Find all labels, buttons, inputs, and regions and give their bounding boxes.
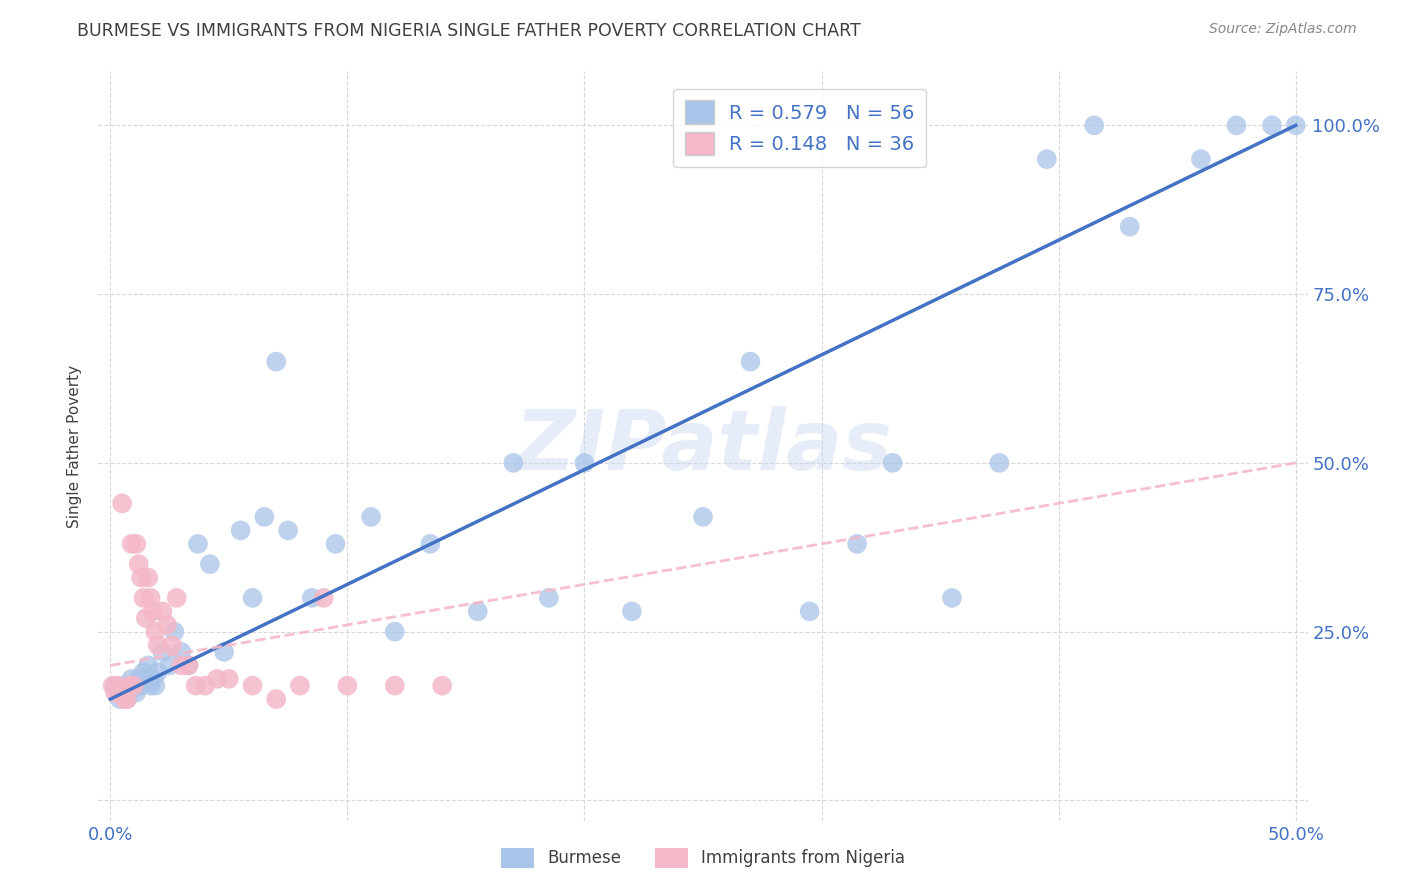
Point [312,591,335,605]
Legend: Burmese, Immigrants from Nigeria: Burmese, Immigrants from Nigeria [494,841,912,875]
Y-axis label: Single Father Poverty: Single Father Poverty [67,365,83,527]
Text: Source: ZipAtlas.com: Source: ZipAtlas.com [1209,22,1357,37]
Text: ZIPatlas: ZIPatlas [515,406,891,486]
Point [125,685,148,699]
Point [170,645,193,659]
Point [143,679,166,693]
Text: BURMESE VS IMMIGRANTS FROM NIGERIA SINGLE FATHER POVERTY CORRELATION CHART: BURMESE VS IMMIGRANTS FROM NIGERIA SINGL… [77,22,860,40]
Point [122,679,145,693]
Point [156,618,179,632]
Point [882,456,904,470]
Point [142,604,165,618]
Point [198,557,221,571]
Point [325,537,347,551]
Point [288,679,311,693]
Point [1036,152,1059,166]
Point [253,509,276,524]
Point [104,685,127,699]
Point [941,591,963,605]
Point [170,658,193,673]
Point [111,685,134,699]
Point [360,509,382,524]
Point [574,456,596,470]
Point [1225,119,1247,133]
Point [194,679,217,693]
Point [264,692,287,706]
Point [118,685,141,699]
Point [166,591,188,605]
Point [136,571,159,585]
Point [121,672,143,686]
Point [139,591,162,605]
Point [121,537,143,551]
Point [1261,119,1284,133]
Point [537,591,560,605]
Point [111,496,134,510]
Point [419,537,441,551]
Point [115,692,138,706]
Point [135,672,157,686]
Point [129,571,152,585]
Point [264,354,287,368]
Point [336,679,359,693]
Point [502,456,524,470]
Point [132,665,155,680]
Point [135,611,157,625]
Point [125,537,148,551]
Point [128,672,150,686]
Point [105,679,128,693]
Point [114,679,136,693]
Point [692,509,714,524]
Point [184,679,207,693]
Point [187,537,209,551]
Point [108,692,131,706]
Point [218,672,240,686]
Point [177,658,200,673]
Point [114,692,136,706]
Point [177,658,200,673]
Point [384,679,406,693]
Point [146,638,169,652]
Point [136,658,159,673]
Point [988,456,1011,470]
Point [467,604,489,618]
Point [1119,219,1142,234]
Legend: R = 0.579   N = 56, R = 0.148   N = 36: R = 0.579 N = 56, R = 0.148 N = 36 [673,88,927,167]
Point [143,624,166,639]
Point [1189,152,1212,166]
Point [159,658,181,673]
Point [205,672,228,686]
Point [242,679,264,693]
Point [122,679,145,693]
Point [229,524,252,538]
Point [129,679,152,693]
Point [301,591,323,605]
Point [432,679,454,693]
Point [846,537,869,551]
Point [146,665,169,680]
Point [152,645,174,659]
Point [104,679,127,693]
Point [799,604,821,618]
Point [152,604,174,618]
Point [277,524,299,538]
Point [142,672,165,686]
Point [212,645,235,659]
Point [163,624,186,639]
Point [132,591,155,605]
Point [384,624,406,639]
Point [1083,119,1105,133]
Point [139,679,162,693]
Point [242,591,264,605]
Point [115,692,138,706]
Point [118,679,141,693]
Point [128,557,150,571]
Point [101,679,124,693]
Point [105,685,128,699]
Point [740,354,762,368]
Point [160,638,183,652]
Point [1285,119,1308,133]
Point [620,604,643,618]
